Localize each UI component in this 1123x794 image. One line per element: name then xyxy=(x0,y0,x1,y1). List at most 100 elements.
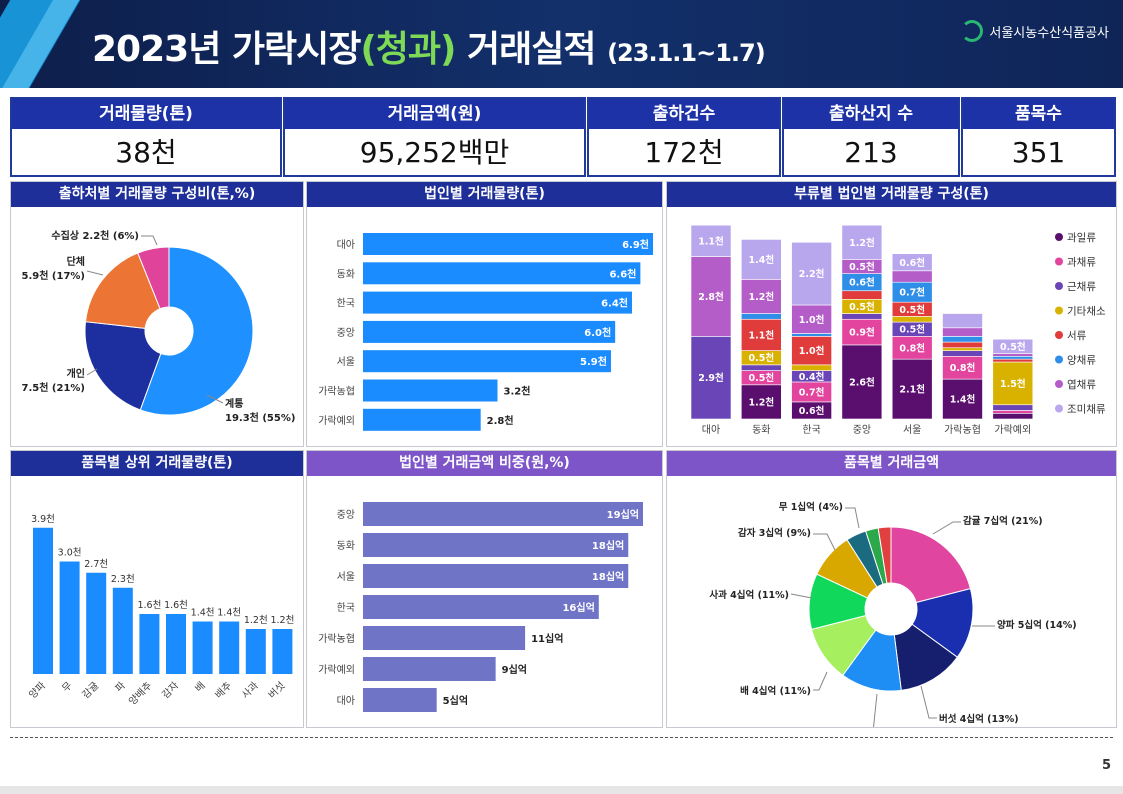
slice-label: 수집상 2.2천 (6%) xyxy=(51,229,139,242)
bar-value-label: 18십억 xyxy=(592,570,624,583)
segment-label: 1.2천 xyxy=(849,238,875,249)
segment-label: 2.2천 xyxy=(799,269,825,280)
kpi-items: 품목수 351 xyxy=(961,97,1116,177)
bar-value-label: 1.6천 xyxy=(137,600,161,611)
stack-segment xyxy=(891,270,933,283)
category-label: 서울 xyxy=(903,424,921,436)
category-label: 서울 xyxy=(337,571,355,583)
legend-marker xyxy=(1055,282,1063,290)
category-label: 사과 xyxy=(239,680,261,702)
bar-value-label: 16십억 xyxy=(562,601,594,614)
header-banner: 2023년 가락시장(청과) 거래실적 (23.1.1~1.7) 서울시농수산식… xyxy=(0,0,1123,88)
legend-marker xyxy=(1055,306,1063,315)
bar xyxy=(192,621,213,674)
bar xyxy=(245,629,266,674)
slice-value-label: 양파 5십억 (14%) xyxy=(997,619,1077,631)
segment-label: 0.5천 xyxy=(899,325,925,336)
stack-segment xyxy=(942,327,983,337)
legend-label: 과일류 xyxy=(1067,231,1096,244)
panel-title: 부류별 법인별 거래물량 구성(톤) xyxy=(667,182,1116,207)
kpi-label: 출하산지 수 xyxy=(784,99,958,129)
stack-segment xyxy=(841,313,883,320)
category-label: 배추 xyxy=(213,680,235,702)
stack-segment xyxy=(741,318,782,351)
organization-logo: 서울시농수산식품공사 xyxy=(961,20,1109,42)
segment-label: 0.8천 xyxy=(950,363,976,374)
slice-value-label: 19.3천 (55%) xyxy=(225,411,295,424)
bar-value-label: 1.2천 xyxy=(270,615,294,626)
panel-corp-volume: 법인별 거래물량(톤) 대아 6.9천 동화 6.6천 한국 6.4천 중앙 6.0천 서울 5.… xyxy=(306,181,663,447)
leader-line xyxy=(790,593,813,599)
kpi-label: 거래금액(원) xyxy=(285,99,584,129)
bar-value-label: 1.2천 xyxy=(244,615,268,626)
kpi-label: 거래물량(톤) xyxy=(12,99,280,129)
bar xyxy=(219,621,240,674)
stack-segment xyxy=(690,224,732,257)
leader-line xyxy=(813,671,828,691)
segment-label: 2.1천 xyxy=(899,385,925,396)
bar-value-label: 6.9천 xyxy=(622,238,649,251)
category-label: 서울 xyxy=(337,356,355,368)
stack-segment xyxy=(841,318,883,346)
title-period: (23.1.1~1.7) xyxy=(607,39,766,67)
bar xyxy=(59,561,80,674)
panel-title: 출하처별 거래물량 구성비(톤,%) xyxy=(11,182,303,207)
donut-slice xyxy=(84,252,161,329)
category-label: 중앙 xyxy=(337,327,355,339)
category-label: 한국 xyxy=(337,602,355,614)
stack-segment xyxy=(992,410,1034,414)
category-label: 대아 xyxy=(337,695,355,707)
category-label: 중앙 xyxy=(853,424,871,436)
stack-segment xyxy=(841,344,883,420)
segment-label: 1.1천 xyxy=(749,330,775,341)
category-label: 가락예외 xyxy=(994,424,1031,436)
stack-segment xyxy=(992,338,1034,354)
slice-value-label: 감자 3십억 (9%) xyxy=(738,527,811,539)
category-label: 한국 xyxy=(337,298,355,310)
category-label: 파 xyxy=(113,680,128,695)
category-label: 양파 xyxy=(27,680,49,702)
leader-line xyxy=(206,394,224,404)
category-label: 동화 xyxy=(752,424,770,436)
segment-label: 0.5천 xyxy=(1000,342,1026,353)
leader-line xyxy=(920,685,937,719)
panel-title: 법인별 거래금액 비중(원,%) xyxy=(307,451,662,476)
category-label: 무 xyxy=(60,680,74,694)
bar xyxy=(363,350,611,373)
category-label: 배 xyxy=(193,680,208,695)
bar-value-label: 5십억 xyxy=(443,694,468,707)
stack-segment xyxy=(690,256,732,337)
leader-line xyxy=(813,533,836,551)
stack-segment xyxy=(942,347,983,351)
slice-label: 단체 xyxy=(67,255,85,268)
donut-slice xyxy=(139,246,254,416)
stack-segment xyxy=(741,279,782,314)
stack-segment xyxy=(992,358,1034,363)
stack-segment xyxy=(942,350,983,357)
bar xyxy=(363,320,616,343)
segment-label: 0.5천 xyxy=(749,353,775,364)
bar xyxy=(363,379,498,402)
bar-value-label: 2.8천 xyxy=(487,414,514,427)
bar xyxy=(363,233,653,255)
stack-segment xyxy=(992,413,1034,420)
legend-label: 근채류 xyxy=(1067,281,1096,293)
category-label: 가락농협 xyxy=(318,632,355,645)
segment-label: 0.5천 xyxy=(849,302,875,313)
legend-marker xyxy=(1055,257,1063,266)
bar xyxy=(33,527,53,674)
category-label: 동화 xyxy=(337,268,355,280)
kpi-value: 95,252백만 xyxy=(359,136,510,169)
donut-slice xyxy=(877,526,892,584)
legend-label: 기타채소 xyxy=(1067,306,1106,318)
org-logo-icon xyxy=(961,20,984,42)
slice-value-label: 버섯 4십억 (13%) xyxy=(939,713,1019,725)
stack-segment xyxy=(942,341,983,349)
bar-value-label: 19십억 xyxy=(607,508,639,521)
segment-label: 0.4천 xyxy=(799,372,825,383)
segment-label: 0.5천 xyxy=(849,262,875,273)
bar xyxy=(363,626,526,650)
